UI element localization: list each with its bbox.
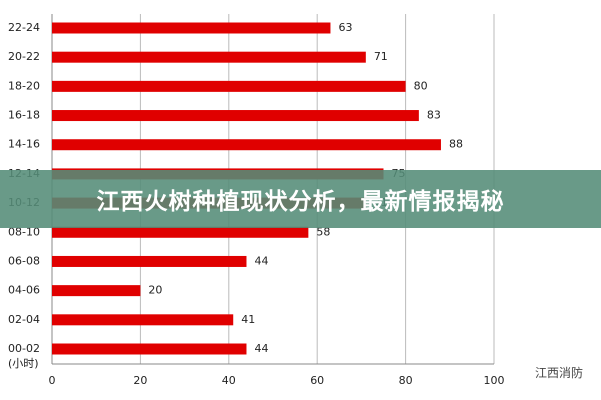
bar bbox=[52, 110, 419, 122]
bar bbox=[52, 255, 247, 267]
bar bbox=[52, 51, 366, 63]
x-tick-label: 0 bbox=[49, 374, 56, 387]
y-tick-label: 04-06 bbox=[8, 284, 40, 297]
y-tick-label: 00-02 bbox=[8, 342, 40, 355]
bar bbox=[52, 226, 309, 238]
value-label: 80 bbox=[414, 79, 428, 92]
bar bbox=[52, 22, 331, 34]
y-tick-label: 14-16 bbox=[8, 138, 40, 151]
y-tick-label: 16-18 bbox=[8, 109, 40, 122]
bar bbox=[52, 343, 247, 355]
y-tick-label: 20-22 bbox=[8, 50, 40, 63]
banner-title: 江西火树种植现状分析，最新情报揭秘 bbox=[96, 189, 505, 215]
x-tick-label: 100 bbox=[484, 374, 505, 387]
bar bbox=[52, 80, 406, 92]
y-tick-label: 02-04 bbox=[8, 313, 40, 326]
x-tick-label: 40 bbox=[222, 374, 236, 387]
value-label: 20 bbox=[148, 284, 162, 297]
watermark: 江西消防 bbox=[534, 366, 583, 380]
x-tick-label: 80 bbox=[399, 374, 413, 387]
y-tick-label: 08-10 bbox=[8, 225, 40, 238]
value-label: 58 bbox=[316, 225, 330, 238]
value-label: 63 bbox=[338, 21, 352, 34]
bar bbox=[52, 139, 441, 151]
value-label: 44 bbox=[254, 342, 268, 355]
y-tick-label: 18-20 bbox=[8, 79, 40, 92]
value-label: 83 bbox=[427, 109, 441, 122]
y-axis-label: (小时) bbox=[8, 357, 39, 370]
banner: 江西火树种植现状分析，最新情报揭秘 bbox=[0, 170, 601, 228]
x-tick-label: 60 bbox=[310, 374, 324, 387]
bar bbox=[52, 285, 141, 297]
y-tick-label: 22-24 bbox=[8, 21, 40, 34]
bar bbox=[52, 314, 234, 326]
value-label: 71 bbox=[374, 50, 388, 63]
value-label: 44 bbox=[254, 254, 268, 267]
x-tick-label: 20 bbox=[133, 374, 147, 387]
y-tick-label: 06-08 bbox=[8, 254, 40, 267]
value-label: 88 bbox=[449, 138, 463, 151]
value-label: 41 bbox=[241, 313, 255, 326]
